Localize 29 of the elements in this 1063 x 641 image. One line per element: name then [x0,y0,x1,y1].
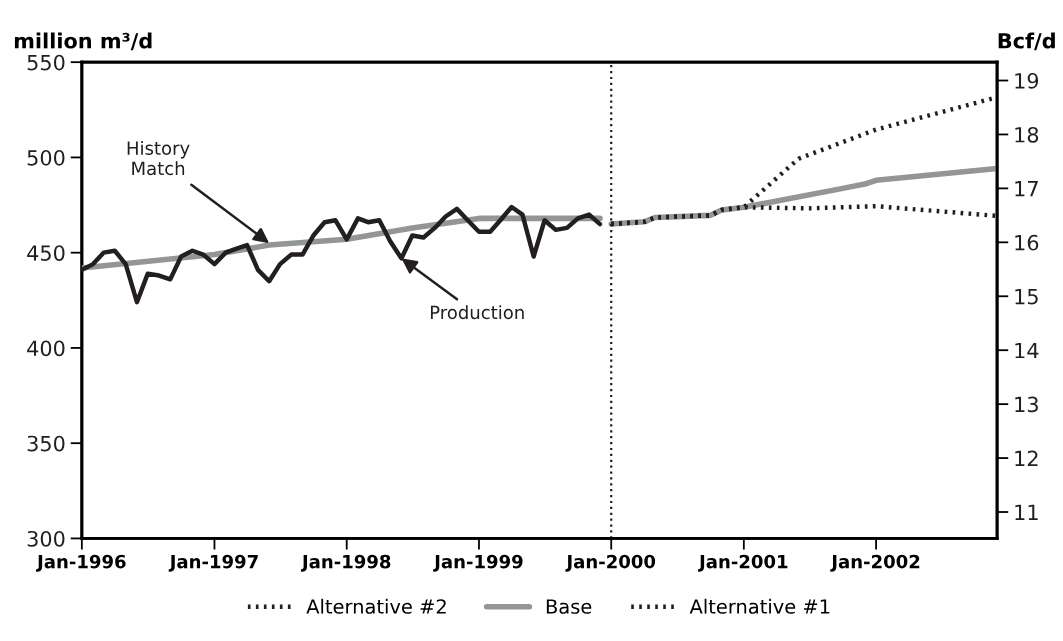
x-tick-label: Jan-1998 [300,554,391,572]
y2-tick-label: 16 [1015,234,1039,251]
x-tick-label: Jan-1996 [36,554,126,572]
y-tick-label: 400 [27,340,65,357]
y2-axis-title: Bcf/d [998,32,1055,51]
y2-tick-label: 11 [1015,504,1038,520]
legend-label: Alternative #2 [306,598,446,614]
legend-label: Base [546,599,592,614]
y2-tick-label: 14 [1015,342,1039,359]
x-tick-label: Jan-1999 [433,554,523,572]
x-tick-label: Jan-2000 [565,554,656,572]
y2-tick-label: 19 [1015,72,1039,89]
y2-tick-label: 15 [1015,288,1038,305]
y-tick-label: 450 [27,245,65,261]
y2-tick-label: 13 [1015,396,1038,413]
x-tick-label: Jan-1997 [168,554,258,572]
x-tick-label: Jan-2001 [698,554,788,572]
y-tick-label: 550 [27,54,65,71]
y-tick-label: 300 [27,530,65,547]
y-tick-label: 500 [27,149,65,166]
legend-label: Alternative #1 [689,598,830,614]
y2-tick-label: 18 [1015,126,1039,143]
annotation: Production [430,305,524,320]
y2-tick-label: 17 [1015,181,1038,197]
annotation: History Match [127,140,190,176]
x-tick-label: Jan-2002 [830,554,920,572]
y2-tick-label: 12 [1015,450,1038,466]
y-axis-title: million m³/d [14,32,152,51]
y-tick-label: 350 [27,435,65,452]
